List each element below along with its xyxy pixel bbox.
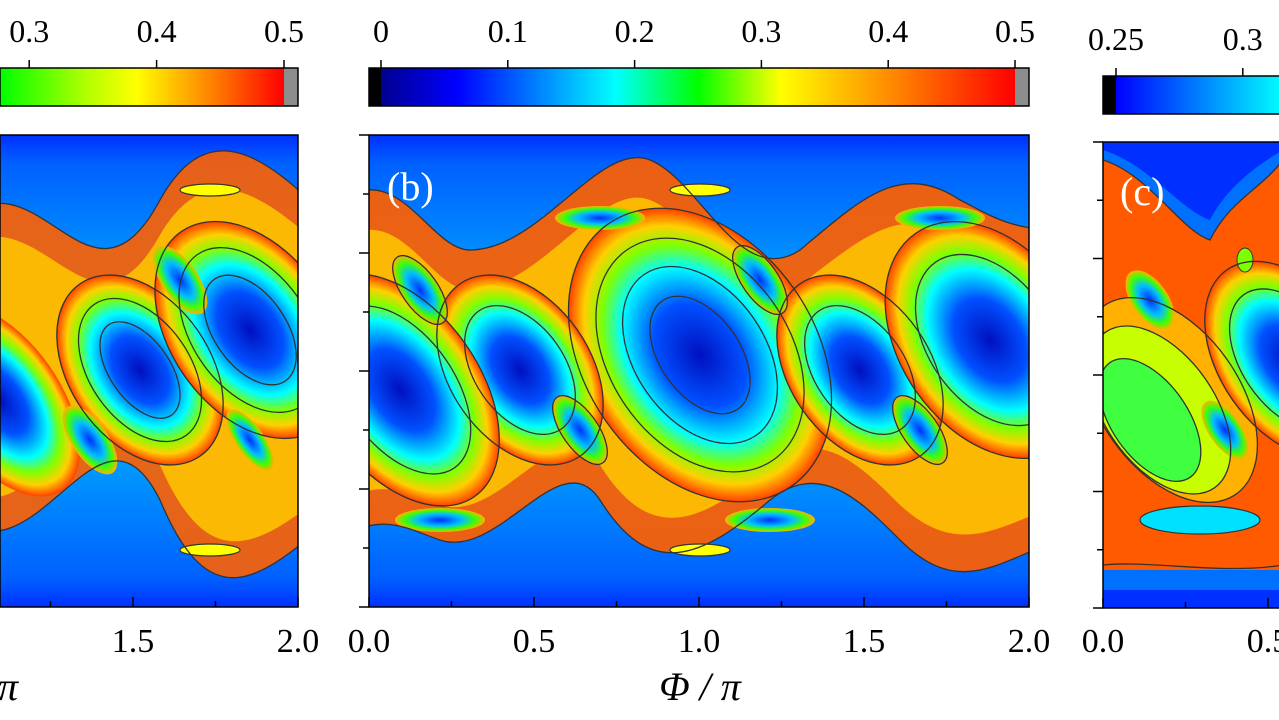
colorbar-tick-label: 0.5 (995, 13, 1035, 49)
colorbar-tick-label: 0.3 (9, 13, 49, 49)
x-axis-ticks-c: 0.0 0.5 (1082, 598, 1279, 660)
panel-b: 0 0.1 0.2 0.3 0.4 0.5 (348, 13, 1051, 709)
colorbar-tick-label: 0.2 (615, 13, 655, 49)
panel-a: 0.3 0.4 0.5 1.5 (0, 13, 320, 709)
y-axis-ticks-b (359, 134, 369, 608)
heatmap-c (1103, 142, 1279, 608)
x-tick-label: 1.5 (112, 623, 155, 660)
x-tick-label: 0.0 (348, 623, 391, 660)
colorbar-tick-label: 0.4 (868, 13, 908, 49)
colorbar-a-ticks: 0.3 0.4 0.5 (9, 13, 304, 68)
x-tick-label: 1.0 (678, 623, 721, 660)
x-axis-label-a: π (0, 664, 19, 709)
x-tick-label: 2.0 (1008, 623, 1051, 660)
x-tick-label: 1.5 (843, 623, 886, 660)
x-tick-label: 0.5 (1247, 623, 1279, 660)
panel-label-c: (c) (1120, 169, 1164, 214)
colorbar-a: 0.3 0.4 0.5 (0, 13, 304, 107)
colorbar-b: 0 0.1 0.2 0.3 0.4 0.5 (368, 13, 1035, 107)
panel-c: 0.25 0.3 (1082, 21, 1279, 660)
colorbar-c: 0.25 0.3 (1088, 21, 1279, 115)
colorbar-tick-label: 0.1 (488, 13, 528, 49)
x-axis-ticks-b: 0.0 0.5 1.0 1.5 2.0 (348, 597, 1051, 660)
x-axis-ticks-a: 1.5 2.0 (49, 597, 320, 660)
colorbar-tick-label: 0.5 (264, 13, 304, 49)
x-tick-label: 0.0 (1082, 623, 1125, 660)
heatmap-b (369, 135, 1029, 607)
colorbar-b-ticks: 0 0.1 0.2 0.3 0.4 0.5 (373, 13, 1035, 68)
panel-label-b: (b) (387, 164, 434, 209)
colorbar-c-ticks: 0.25 0.3 (1088, 21, 1263, 76)
y-axis-ticks-c (1093, 141, 1103, 609)
x-axis-label-b: Φ / π (659, 664, 742, 709)
heatmap-a (0, 135, 298, 607)
x-tick-label: 2.0 (277, 623, 320, 660)
colorbar-tick-label: 0 (373, 13, 389, 49)
colorbar-tick-label: 0.3 (741, 13, 781, 49)
colorbar-tick-label: 0.3 (1223, 21, 1263, 57)
x-tick-label: 0.5 (513, 623, 556, 660)
colorbar-tick-label: 0.4 (137, 13, 177, 49)
colorbar-tick-label: 0.25 (1088, 21, 1144, 57)
